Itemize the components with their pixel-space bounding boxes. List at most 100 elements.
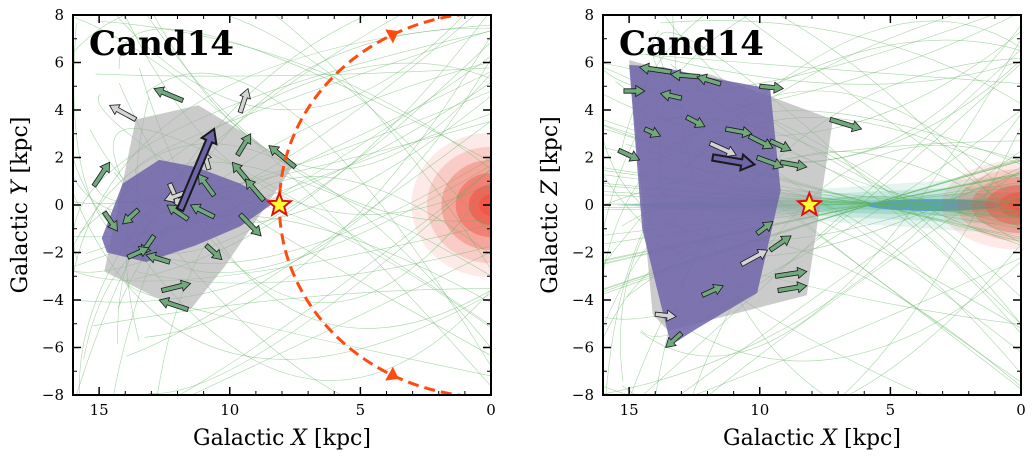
y-tick-label: −2	[42, 244, 64, 262]
y-tick-label: −8	[42, 386, 64, 404]
velocity-arrow	[153, 86, 185, 104]
orbit-line	[842, 125, 1021, 395]
orbit-line	[92, 288, 491, 327]
orbit-line	[692, 144, 1021, 395]
velocity-arrow	[166, 204, 190, 222]
y-axis-label: Galactic Z [kpc]	[538, 116, 563, 294]
x-tick-label: 5	[886, 401, 896, 419]
velocity-arrow	[739, 249, 769, 267]
velocity-arrow	[774, 266, 808, 280]
y-tick-label: −4	[42, 291, 64, 309]
bulge-contour	[941, 160, 1021, 250]
y-tick-label: 0	[584, 196, 594, 214]
y-tick-label: −8	[572, 386, 594, 404]
velocity-arrow	[670, 68, 701, 82]
orbit-line	[693, 257, 1021, 395]
velocity-arrows	[617, 62, 863, 349]
y-axis-label: Galactic Y [kpc]	[8, 117, 33, 294]
orbit-line	[73, 24, 491, 277]
x-axis-label-text: Galactic	[723, 426, 821, 451]
orbit-line	[115, 15, 464, 111]
y-tick-label: 8	[584, 6, 594, 24]
velocity-arrow	[160, 279, 192, 294]
y-tick-label: −6	[42, 339, 64, 357]
velocity-arrow	[829, 116, 863, 133]
velocity-arrow	[122, 207, 141, 225]
velocity-arrow	[204, 243, 223, 261]
x-tick-label: 10	[220, 401, 239, 419]
y-axis-label-unit: [kpc]	[8, 117, 33, 181]
x-axis-label-unit: [kpc]	[837, 426, 901, 451]
orbit-line	[113, 27, 491, 395]
velocity-arrow	[665, 331, 684, 349]
plot-area-xz	[603, 15, 1021, 395]
orbit-line	[147, 168, 491, 394]
galactic-bulge	[411, 132, 491, 278]
velocity-arrow	[700, 284, 724, 298]
sun-star-marker	[265, 190, 294, 217]
tick-marks: −8 −6 −4 −2 0 2 4 6 8 15 10 5 0	[42, 6, 496, 419]
mean-arrow	[175, 127, 218, 213]
x-axis-label-text: Galactic	[193, 426, 291, 451]
x-tick-label: 10	[750, 401, 769, 419]
velocity-arrow	[755, 221, 774, 236]
y-tick-label: 6	[584, 54, 594, 72]
panel-title: Cand14	[89, 24, 234, 64]
velocity-arrow	[659, 89, 683, 102]
y-tick-label: 2	[54, 149, 64, 167]
orbit-direction-arrowhead	[385, 29, 399, 44]
orbit-line	[603, 113, 1021, 395]
orbit-line	[680, 261, 1021, 362]
velocity-arrow	[268, 145, 298, 170]
bulge-contour	[957, 168, 1021, 242]
orbit-line	[190, 251, 491, 395]
mean-arrow	[711, 152, 757, 172]
orbit-line	[274, 15, 491, 270]
orbit-line	[603, 15, 750, 233]
velocity-arrow	[189, 203, 216, 220]
x-axis-label-unit: [kpc]	[307, 426, 371, 451]
sun-star-marker	[795, 190, 824, 217]
orbit-line	[631, 53, 1021, 84]
velocity-arrow	[244, 178, 266, 203]
velocity-arrow	[777, 281, 808, 294]
y-axis-label-var: Y	[8, 178, 33, 195]
mean-velocity-arrow	[711, 152, 757, 172]
velocity-arrow	[108, 104, 138, 122]
orbit-line	[657, 31, 1021, 325]
orbit-line	[73, 15, 491, 236]
velocity-arrow	[654, 309, 677, 322]
orbit-line	[73, 191, 491, 360]
y-tick-label: 4	[54, 101, 64, 119]
orbit-line	[639, 38, 1021, 357]
y-axis-label-text: Galactic	[538, 195, 563, 293]
panel-xy: −8 −6 −4 −2 0 2 4 6 8 15 10 5 0 Cand14 Galactic X [k…	[8, 6, 589, 451]
y-axis-label-unit: [kpc]	[538, 116, 563, 180]
velocity-arrow	[759, 81, 785, 94]
y-tick-label: 8	[54, 6, 64, 24]
velocity-arrow	[231, 161, 251, 184]
y-tick-label: 0	[54, 196, 64, 214]
velocity-arrow	[91, 161, 111, 188]
mean-velocity-arrow	[175, 127, 218, 213]
velocity-arrow	[145, 251, 171, 265]
velocity-arrow	[708, 140, 737, 157]
bulge-contour	[427, 146, 491, 264]
y-tick-label: −2	[572, 244, 594, 262]
y-tick-label: −6	[572, 339, 594, 357]
velocity-arrow	[238, 212, 262, 237]
plot-area-xy	[73, 15, 589, 426]
orbit-line	[178, 169, 491, 395]
orbit-line	[645, 53, 1021, 85]
y-tick-label: 6	[54, 54, 64, 72]
orbit-line	[708, 169, 1021, 395]
velocity-arrow	[623, 84, 646, 98]
velocity-arrow	[768, 138, 792, 153]
orbit-line	[146, 15, 491, 222]
orbit-line	[92, 405, 589, 426]
velocity-arrow	[768, 235, 792, 253]
x-tick-label: 0	[486, 401, 496, 419]
x-axis-label-var: X	[289, 426, 308, 451]
orbit-line	[660, 20, 1021, 105]
